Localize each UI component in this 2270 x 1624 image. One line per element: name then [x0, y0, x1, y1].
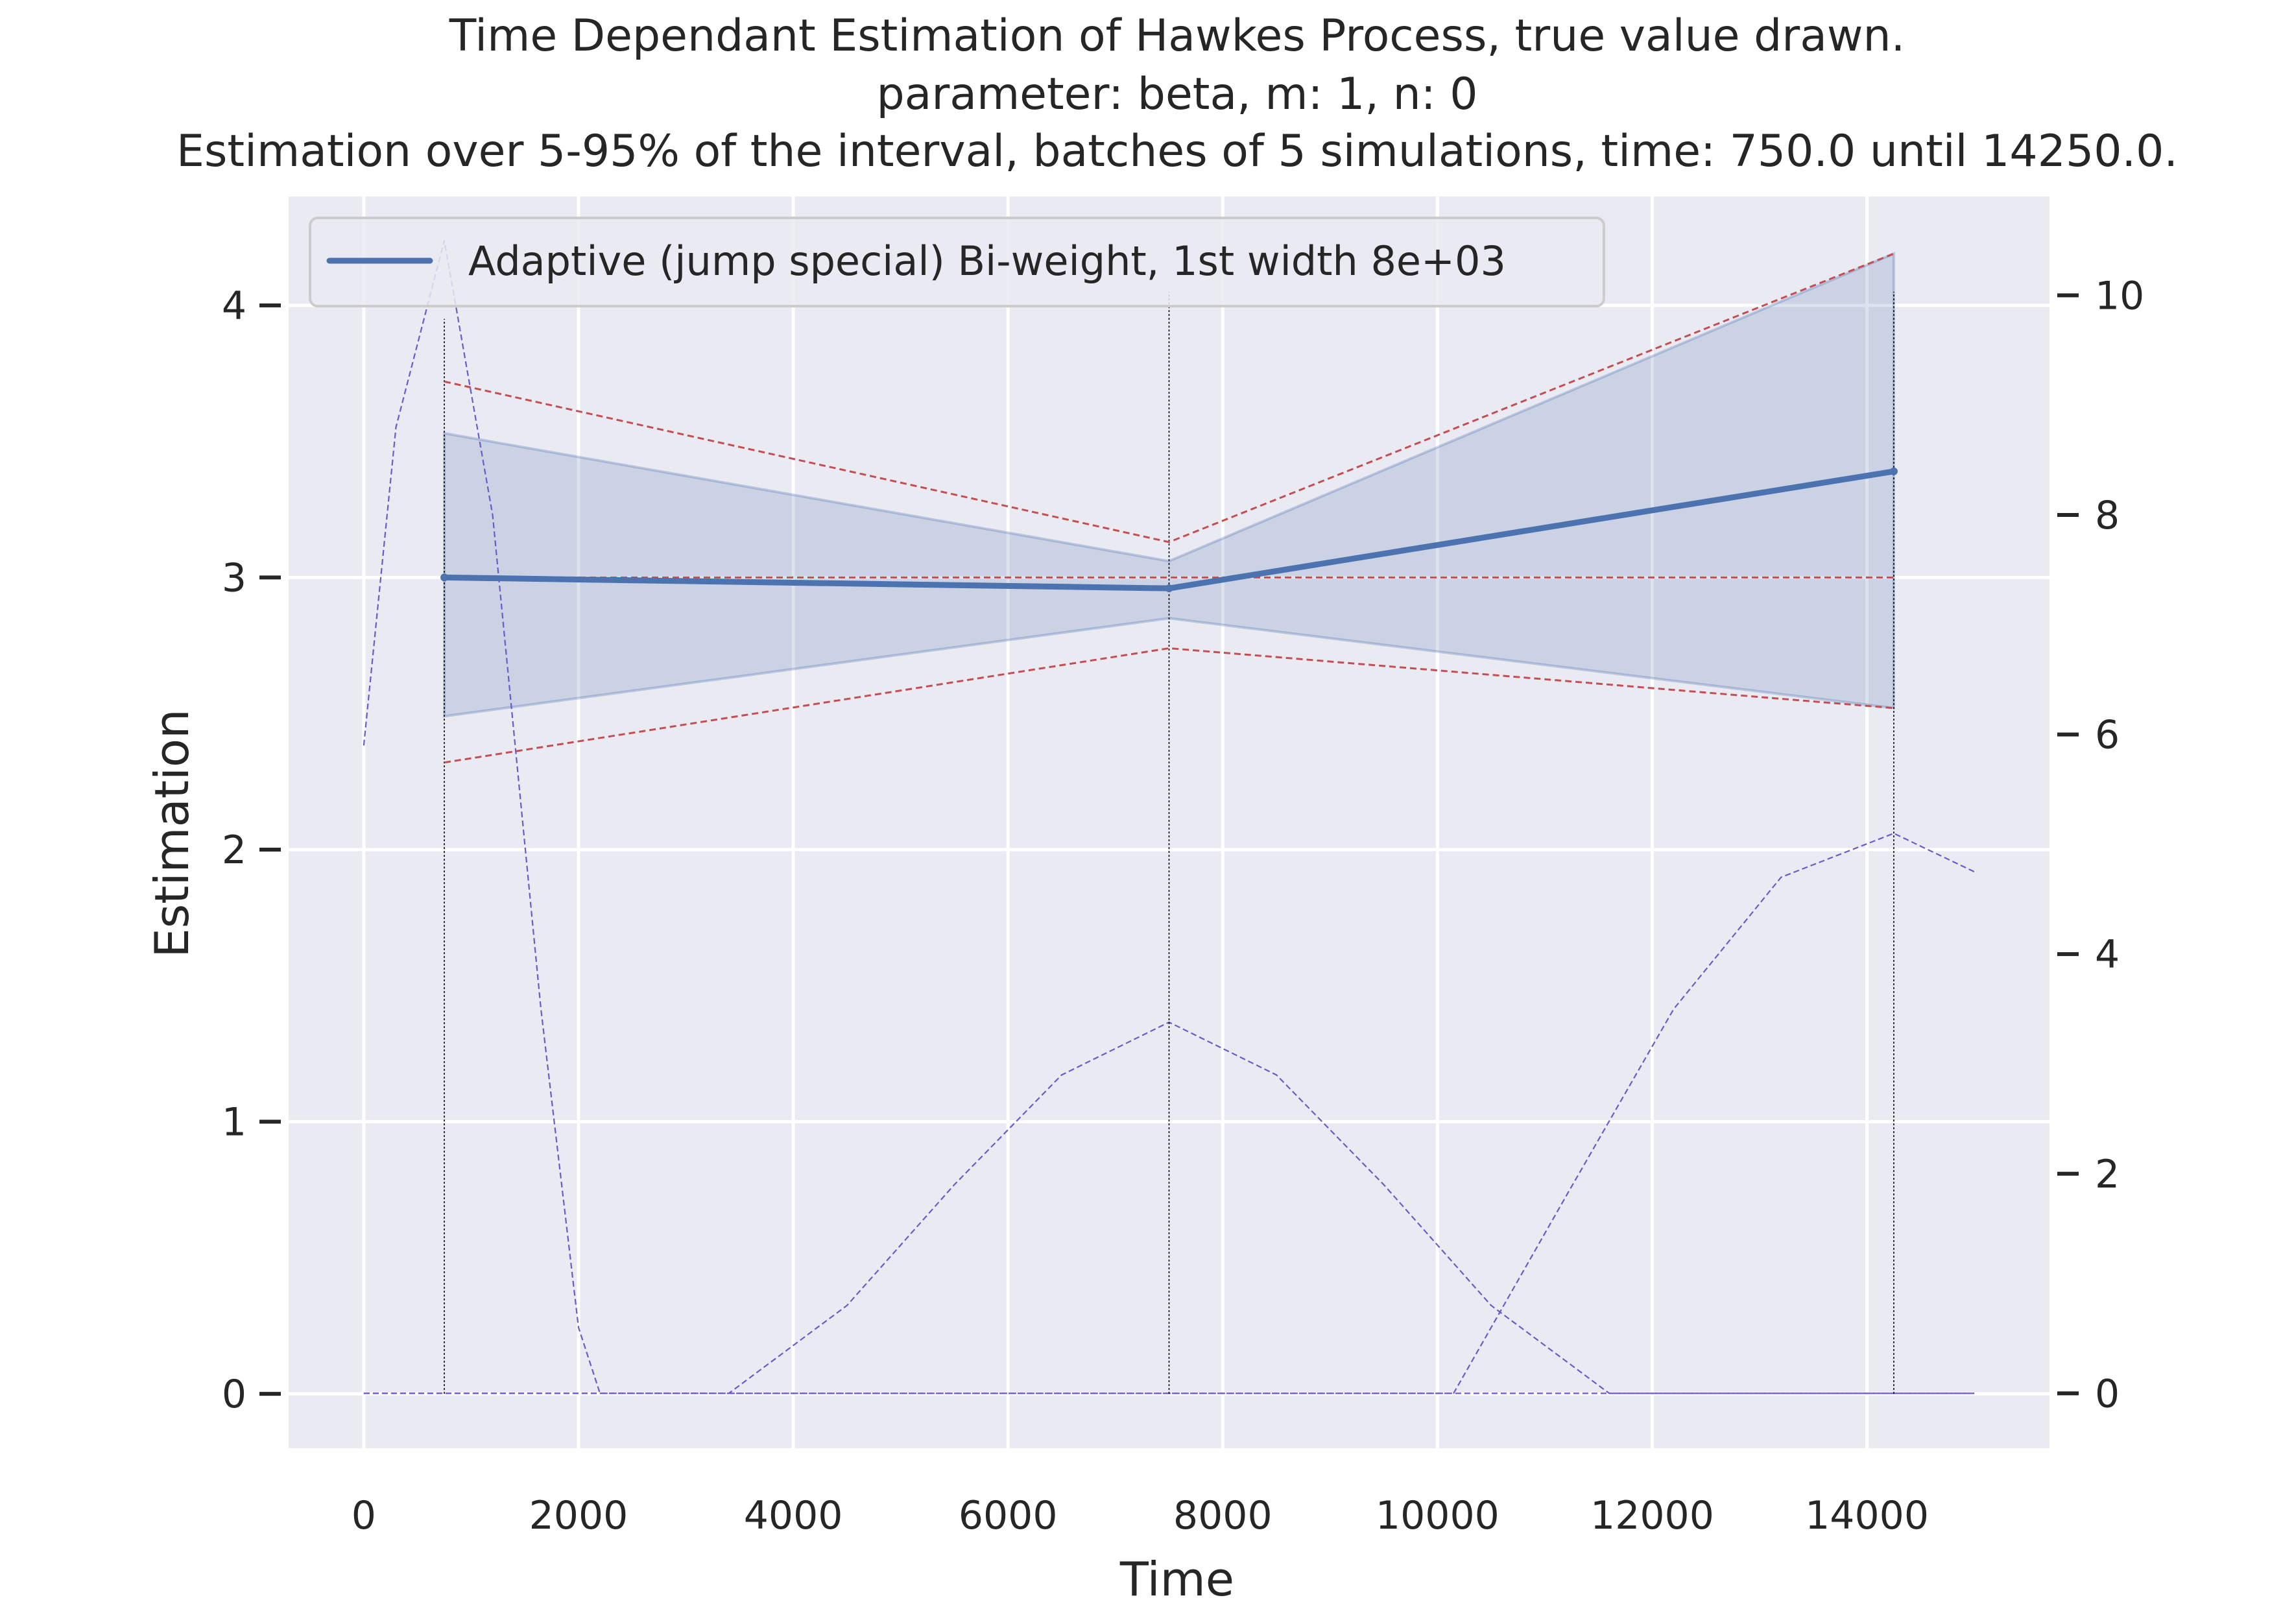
x-tick-label: 14000 [1805, 1493, 1929, 1538]
x-axis-label: Time [1119, 1552, 1234, 1606]
y2-tick-label: 2 [2095, 1152, 2120, 1197]
y-tick-label: 0 [222, 1372, 246, 1417]
estimate-point [440, 573, 449, 582]
x-tick-label: 10000 [1376, 1493, 1499, 1538]
x-tick-label: 8000 [1173, 1493, 1272, 1538]
kernel-curve [363, 239, 1975, 1394]
quantile-line-upper [444, 252, 1894, 543]
kernel-curve [363, 832, 1975, 1394]
chart-title-line-3: Estimation over 5-95% of the interval, b… [176, 126, 2178, 177]
legend-box [309, 217, 1605, 307]
x-tick-label: 2000 [529, 1493, 628, 1538]
y-tick-label: 4 [222, 283, 246, 329]
y2-tick-label: 8 [2095, 493, 2120, 538]
estimate-point [1165, 584, 1173, 593]
y2-tick-label: 4 [2095, 932, 2120, 977]
x-tick-label: 6000 [959, 1493, 1058, 1538]
y-axis-label: Estimation [145, 709, 199, 957]
y2-tick-label: 10 [2095, 273, 2144, 318]
y2-tick-label: 0 [2095, 1371, 2120, 1416]
y2-tick-label: 6 [2095, 713, 2120, 758]
x-tick-label: 12000 [1590, 1493, 1714, 1538]
y-tick-label: 1 [222, 1100, 246, 1145]
x-tick-label: 4000 [744, 1493, 843, 1538]
legend-label: Adaptive (jump special) Bi-weight, 1st w… [468, 237, 1506, 285]
estimate-point [1889, 467, 1898, 475]
chart-title-line-2: parameter: beta, m: 1, n: 0 [876, 69, 1477, 120]
y-tick-label: 3 [222, 555, 246, 601]
quantile-line-lower [444, 647, 1894, 764]
chart-title-line-1: Time Dependant Estimation of Hawkes Proc… [449, 10, 1906, 62]
legend: Adaptive (jump special) Bi-weight, 1st w… [309, 217, 1605, 307]
y-tick-label: 2 [222, 828, 246, 873]
x-tick-label: 0 [352, 1493, 376, 1538]
